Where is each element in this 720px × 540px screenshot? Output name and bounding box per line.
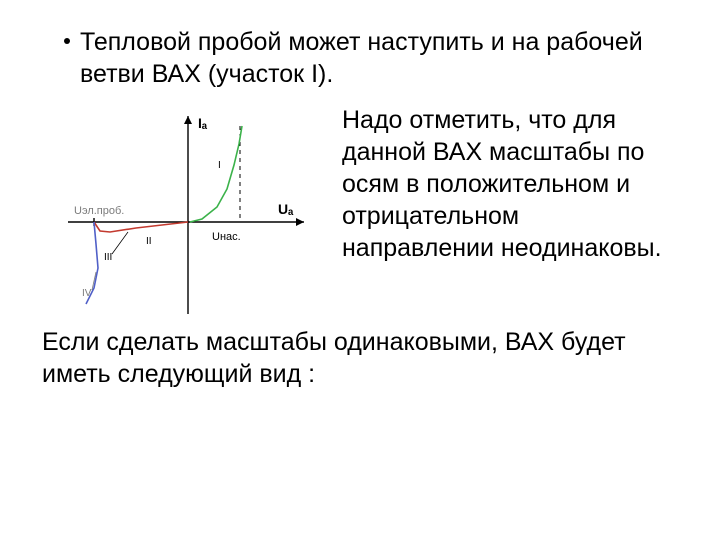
- svg-text:I: I: [218, 160, 221, 171]
- svg-text:Iₐ: Iₐ: [198, 115, 208, 131]
- right-paragraph: Надо отметить, что для данной ВАХ масшта…: [338, 104, 678, 324]
- svg-text:III: III: [104, 252, 112, 263]
- vah-chart: IₐUₐUнас.Uэл.проб.IIIIIIIV: [42, 104, 322, 324]
- bullet-item: Тепловой пробой может наступить и на раб…: [64, 26, 678, 90]
- svg-text:Uнас.: Uнас.: [212, 231, 241, 243]
- svg-text:II: II: [146, 236, 152, 247]
- svg-text:IV: IV: [82, 288, 92, 299]
- bottom-paragraph: Если сделать масштабы одинаковыми, ВАХ б…: [42, 326, 678, 390]
- bullet-dot-icon: [64, 38, 70, 44]
- svg-text:Uэл.проб.: Uэл.проб.: [74, 205, 124, 217]
- svg-text:Uₐ: Uₐ: [278, 201, 294, 217]
- bullet-text: Тепловой пробой может наступить и на раб…: [80, 26, 678, 90]
